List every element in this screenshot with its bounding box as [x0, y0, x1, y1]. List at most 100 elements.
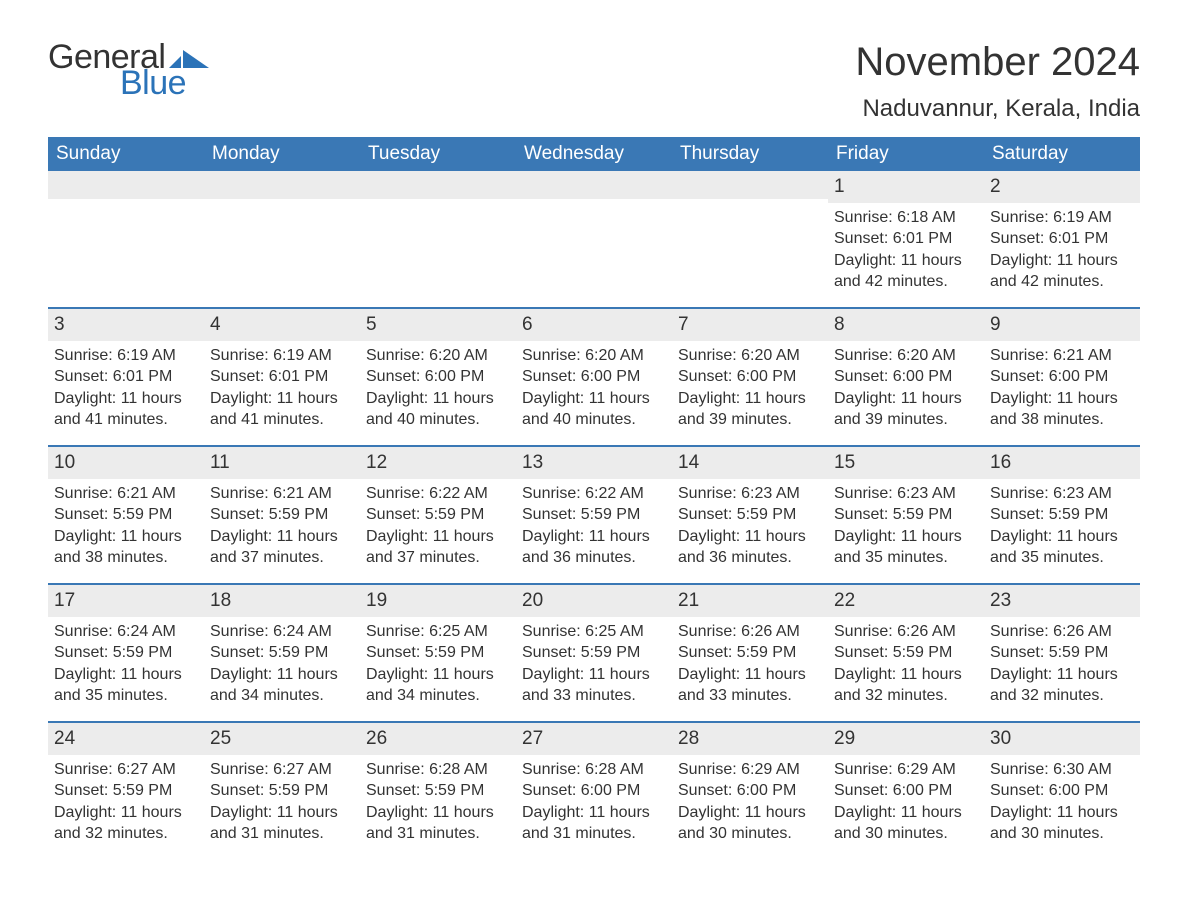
- daylight-line-2: and 30 minutes.: [834, 823, 978, 845]
- day-number: 6: [516, 309, 672, 341]
- sunrise-line: Sunrise: 6:23 AM: [834, 483, 978, 505]
- weekday-header: Wednesday: [516, 137, 672, 171]
- daylight-line-1: Daylight: 11 hours: [366, 526, 510, 548]
- day-number: 3: [48, 309, 204, 341]
- sunrise-line: Sunrise: 6:25 AM: [366, 621, 510, 643]
- sunrise-line: Sunrise: 6:18 AM: [834, 207, 978, 229]
- daylight-line-1: Daylight: 11 hours: [522, 388, 666, 410]
- sunrise-line: Sunrise: 6:27 AM: [210, 759, 354, 781]
- day-details: Sunrise: 6:30 AMSunset: 6:00 PMDaylight:…: [984, 755, 1140, 859]
- day-details: Sunrise: 6:19 AMSunset: 6:01 PMDaylight:…: [204, 341, 360, 445]
- empty-day-bar: [672, 171, 828, 199]
- day-cell: 18Sunrise: 6:24 AMSunset: 5:59 PMDayligh…: [204, 585, 360, 721]
- daylight-line-1: Daylight: 11 hours: [366, 664, 510, 686]
- calendar-grid: Sunday Monday Tuesday Wednesday Thursday…: [48, 137, 1140, 859]
- weekday-header: Monday: [204, 137, 360, 171]
- day-cell: 29Sunrise: 6:29 AMSunset: 6:00 PMDayligh…: [828, 723, 984, 859]
- daylight-line-2: and 41 minutes.: [210, 409, 354, 431]
- sunset-line: Sunset: 6:00 PM: [678, 366, 822, 388]
- day-cell: 14Sunrise: 6:23 AMSunset: 5:59 PMDayligh…: [672, 447, 828, 583]
- day-cell: 19Sunrise: 6:25 AMSunset: 5:59 PMDayligh…: [360, 585, 516, 721]
- sunrise-line: Sunrise: 6:20 AM: [834, 345, 978, 367]
- day-number: 17: [48, 585, 204, 617]
- day-number: 25: [204, 723, 360, 755]
- daylight-line-2: and 33 minutes.: [678, 685, 822, 707]
- daylight-line-1: Daylight: 11 hours: [210, 526, 354, 548]
- day-details: Sunrise: 6:26 AMSunset: 5:59 PMDaylight:…: [828, 617, 984, 721]
- calendar-page: General Blue November 2024 Naduvannur, K…: [0, 0, 1188, 889]
- sunrise-line: Sunrise: 6:19 AM: [54, 345, 198, 367]
- sunset-line: Sunset: 5:59 PM: [678, 504, 822, 526]
- day-number: 26: [360, 723, 516, 755]
- day-cell: 7Sunrise: 6:20 AMSunset: 6:00 PMDaylight…: [672, 309, 828, 445]
- day-number: 11: [204, 447, 360, 479]
- day-details: Sunrise: 6:24 AMSunset: 5:59 PMDaylight:…: [204, 617, 360, 721]
- logo: General Blue: [48, 40, 209, 100]
- sunrise-line: Sunrise: 6:23 AM: [990, 483, 1134, 505]
- title-location: Naduvannur, Kerala, India: [855, 95, 1140, 123]
- title-month: November 2024: [855, 40, 1140, 85]
- sunrise-line: Sunrise: 6:24 AM: [54, 621, 198, 643]
- daylight-line-1: Daylight: 11 hours: [366, 388, 510, 410]
- day-cell: 13Sunrise: 6:22 AMSunset: 5:59 PMDayligh…: [516, 447, 672, 583]
- sunset-line: Sunset: 5:59 PM: [366, 780, 510, 802]
- day-cell: 5Sunrise: 6:20 AMSunset: 6:00 PMDaylight…: [360, 309, 516, 445]
- sunrise-line: Sunrise: 6:20 AM: [366, 345, 510, 367]
- daylight-line-1: Daylight: 11 hours: [210, 802, 354, 824]
- daylight-line-2: and 34 minutes.: [366, 685, 510, 707]
- sunrise-line: Sunrise: 6:26 AM: [834, 621, 978, 643]
- day-number: 21: [672, 585, 828, 617]
- day-cell: 16Sunrise: 6:23 AMSunset: 5:59 PMDayligh…: [984, 447, 1140, 583]
- sunset-line: Sunset: 5:59 PM: [210, 642, 354, 664]
- weekday-header-row: Sunday Monday Tuesday Wednesday Thursday…: [48, 137, 1140, 171]
- sunrise-line: Sunrise: 6:28 AM: [366, 759, 510, 781]
- sunrise-line: Sunrise: 6:23 AM: [678, 483, 822, 505]
- day-number: 7: [672, 309, 828, 341]
- daylight-line-1: Daylight: 11 hours: [54, 802, 198, 824]
- day-details: Sunrise: 6:20 AMSunset: 6:00 PMDaylight:…: [516, 341, 672, 445]
- daylight-line-1: Daylight: 11 hours: [678, 802, 822, 824]
- sunrise-line: Sunrise: 6:26 AM: [678, 621, 822, 643]
- sunrise-line: Sunrise: 6:21 AM: [54, 483, 198, 505]
- day-cell: 2Sunrise: 6:19 AMSunset: 6:01 PMDaylight…: [984, 171, 1140, 307]
- day-number: 19: [360, 585, 516, 617]
- daylight-line-2: and 35 minutes.: [834, 547, 978, 569]
- sunset-line: Sunset: 6:01 PM: [834, 228, 978, 250]
- sunrise-line: Sunrise: 6:22 AM: [522, 483, 666, 505]
- day-cell: 9Sunrise: 6:21 AMSunset: 6:00 PMDaylight…: [984, 309, 1140, 445]
- daylight-line-2: and 39 minutes.: [678, 409, 822, 431]
- sunrise-line: Sunrise: 6:28 AM: [522, 759, 666, 781]
- day-details: Sunrise: 6:27 AMSunset: 5:59 PMDaylight:…: [48, 755, 204, 859]
- daylight-line-2: and 35 minutes.: [54, 685, 198, 707]
- day-number: 22: [828, 585, 984, 617]
- daylight-line-1: Daylight: 11 hours: [678, 526, 822, 548]
- day-number: 28: [672, 723, 828, 755]
- day-details: Sunrise: 6:20 AMSunset: 6:00 PMDaylight:…: [360, 341, 516, 445]
- logo-text-blue: Blue: [120, 66, 186, 100]
- weekday-header: Thursday: [672, 137, 828, 171]
- week-row: 17Sunrise: 6:24 AMSunset: 5:59 PMDayligh…: [48, 583, 1140, 721]
- day-details: Sunrise: 6:19 AMSunset: 6:01 PMDaylight:…: [48, 341, 204, 445]
- daylight-line-1: Daylight: 11 hours: [834, 526, 978, 548]
- daylight-line-1: Daylight: 11 hours: [834, 802, 978, 824]
- day-cell: 26Sunrise: 6:28 AMSunset: 5:59 PMDayligh…: [360, 723, 516, 859]
- daylight-line-2: and 41 minutes.: [54, 409, 198, 431]
- daylight-line-1: Daylight: 11 hours: [834, 250, 978, 272]
- day-cell: 1Sunrise: 6:18 AMSunset: 6:01 PMDaylight…: [828, 171, 984, 307]
- sunset-line: Sunset: 5:59 PM: [990, 504, 1134, 526]
- empty-day-bar: [360, 171, 516, 199]
- day-details: Sunrise: 6:25 AMSunset: 5:59 PMDaylight:…: [360, 617, 516, 721]
- sunset-line: Sunset: 5:59 PM: [366, 504, 510, 526]
- sunset-line: Sunset: 6:00 PM: [366, 366, 510, 388]
- day-number: 12: [360, 447, 516, 479]
- daylight-line-1: Daylight: 11 hours: [678, 664, 822, 686]
- daylight-line-2: and 31 minutes.: [522, 823, 666, 845]
- day-cell: [516, 171, 672, 307]
- title-block: November 2024 Naduvannur, Kerala, India: [855, 40, 1140, 123]
- day-number: 20: [516, 585, 672, 617]
- sunset-line: Sunset: 6:01 PM: [990, 228, 1134, 250]
- day-cell: 25Sunrise: 6:27 AMSunset: 5:59 PMDayligh…: [204, 723, 360, 859]
- daylight-line-1: Daylight: 11 hours: [54, 526, 198, 548]
- sunset-line: Sunset: 6:01 PM: [210, 366, 354, 388]
- day-details: Sunrise: 6:26 AMSunset: 5:59 PMDaylight:…: [984, 617, 1140, 721]
